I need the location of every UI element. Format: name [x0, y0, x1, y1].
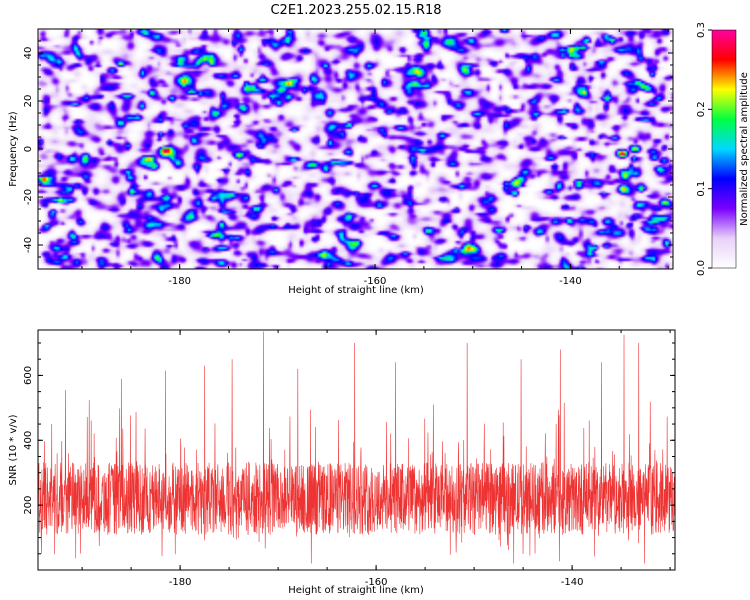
spectrogram-y-tick-label: -40	[23, 237, 34, 253]
snr-x-tick-label: -180	[169, 577, 192, 588]
colorbar-tick-label: 0.1	[696, 181, 707, 197]
spectrogram-x-label: Height of straight line (km)	[288, 285, 424, 296]
snr-y-tick-label: 200	[23, 496, 34, 515]
snr-y-ticks: 200 400 600	[23, 342, 675, 571]
snr-y-tick-label: 600	[23, 366, 34, 385]
colorbar-ticks: 0.0 0.1 0.2 0.3	[696, 22, 712, 276]
figure-title: C2E1.2023.255.02.15.R18	[270, 3, 441, 18]
snr-frame	[37, 329, 676, 571]
colorbar-tick-label: 0.0	[696, 260, 707, 276]
snr-panel: -180 -160 -140 200 400 600 Height of straigh…	[8, 329, 676, 596]
snr-background	[38, 330, 675, 570]
spectrogram-x-ticks: -180 -160 -140	[81, 29, 669, 287]
spectrogram-y-label: Frequency (Hz)	[8, 111, 19, 187]
spectrogram-y-tick-label: 20	[23, 95, 34, 108]
snr-y-tick-label: 400	[23, 431, 34, 450]
snr-series-line	[37, 331, 676, 564]
spectrogram-x-tick-label: -180	[168, 276, 191, 287]
colorbar: 0.0 0.1 0.2 0.3 Normalized spectral amplitu…	[696, 22, 750, 276]
spectrogram-x-tick-label: -140	[559, 276, 582, 287]
colorbar-label: Normalized spectral amplitude	[739, 72, 750, 226]
spectrogram-y-tick-label: -20	[23, 189, 34, 205]
snr-x-ticks: -180 -160 -140	[81, 330, 671, 588]
snr-y-label: SNR (10 * v/v)	[8, 414, 19, 485]
snr-x-tick-label: -160	[365, 577, 388, 588]
spectrogram-panel: -180 -160 -140 -40 -20 0 20 40 Height of strai…	[8, 28, 674, 296]
colorbar-tick-label: 0.3	[696, 22, 707, 38]
spectrogram-x-tick-label: -160	[364, 276, 387, 287]
spectrogram-y-tick-label: 40	[23, 47, 34, 60]
spectrogram-y-tick-label: 0	[23, 146, 34, 152]
colorbar-gradient	[711, 29, 737, 269]
colorbar-tick-label: 0.2	[696, 101, 707, 117]
spectrogram-heatmap	[38, 29, 673, 269]
snr-x-tick-label: -140	[561, 577, 584, 588]
spectrogram-y-ticks: -40 -20 0 20 40	[23, 28, 673, 270]
snr-x-label: Height of straight line (km)	[288, 585, 424, 596]
